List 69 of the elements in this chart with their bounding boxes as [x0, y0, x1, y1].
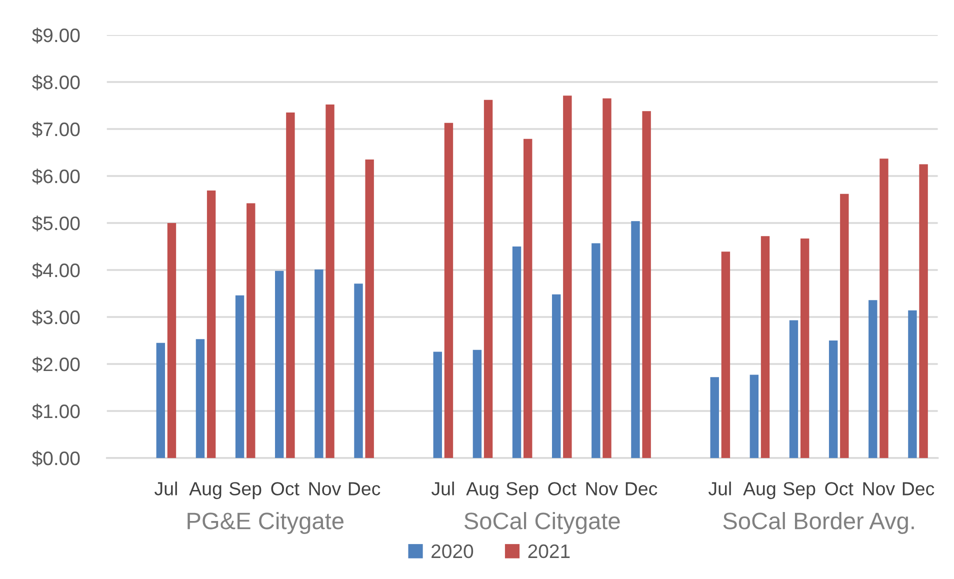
x-tick-label: Oct [271, 482, 300, 496]
bar [472, 350, 482, 458]
legend-label: 2020 [432, 544, 474, 558]
bar [167, 222, 176, 458]
bar [206, 190, 216, 458]
bar [868, 300, 878, 458]
y-tick-label: $4.00 [32, 262, 80, 278]
text: PG&E Citygate [188, 512, 344, 534]
bar [919, 164, 928, 458]
bar [484, 100, 493, 458]
bar [354, 284, 363, 458]
bar [760, 236, 770, 458]
y-tick-label: $3.00 [32, 310, 80, 326]
y-tick-label: $0.00 [32, 450, 80, 466]
bar [314, 270, 324, 458]
y-tick-label: $1.00 [32, 404, 80, 420]
x-tick-label: Dec [626, 482, 658, 496]
bar [365, 160, 374, 458]
bar [196, 339, 205, 458]
bar [642, 111, 651, 458]
text: SoCal Citygate [464, 512, 620, 534]
x-tick-label: Sep [230, 482, 262, 500]
x-tick-label: Nov [863, 482, 896, 496]
bar [524, 138, 532, 458]
legend-label: 2021 [528, 544, 570, 558]
y-tick-label: $5.00 [32, 216, 80, 232]
bar [235, 295, 244, 458]
bar [512, 246, 522, 458]
x-tick-label: Dec [902, 482, 934, 496]
x-tick-label: Aug [466, 482, 498, 500]
x-tick-label: Sep [506, 482, 538, 500]
bar [602, 98, 612, 458]
x-tick-label: Jul [154, 482, 177, 496]
bar [156, 342, 166, 458]
bar [433, 352, 442, 458]
x-tick-label: Nov [586, 482, 618, 496]
bar [750, 374, 759, 458]
x-tick-label: Jul [708, 482, 731, 496]
x-tick-label: Oct [548, 482, 576, 496]
bar [721, 252, 730, 458]
x-tick-label: Jul [431, 482, 454, 496]
x-tick-label: Nov [309, 482, 342, 496]
y-tick-label: $6.00 [32, 168, 80, 184]
bar [326, 104, 334, 458]
bar [789, 320, 798, 458]
x-tick-label: Sep [783, 482, 816, 500]
bar [800, 238, 810, 458]
bar [275, 270, 284, 458]
y-tick-label: $2.00 [32, 356, 80, 372]
bar [246, 203, 256, 458]
bar [631, 221, 640, 458]
bar [908, 310, 917, 458]
bar [444, 122, 454, 458]
y-tick-label: $8.00 [32, 74, 80, 90]
bar [710, 377, 719, 458]
bar [563, 96, 572, 458]
x-tick-label: Aug [743, 482, 776, 500]
x-tick-label: Oct [825, 482, 854, 496]
bar [552, 294, 561, 458]
bar [840, 194, 849, 458]
x-tick-label: Aug [189, 482, 222, 500]
text: SoCal Border Avg. [723, 512, 914, 534]
bar [592, 243, 600, 458]
bar [880, 158, 888, 458]
y-tick-label: $7.00 [32, 122, 80, 138]
y-tick-label: $9.00 [32, 28, 80, 44]
x-tick-label: Dec [348, 482, 380, 496]
bar [286, 112, 295, 458]
bar [828, 340, 838, 458]
